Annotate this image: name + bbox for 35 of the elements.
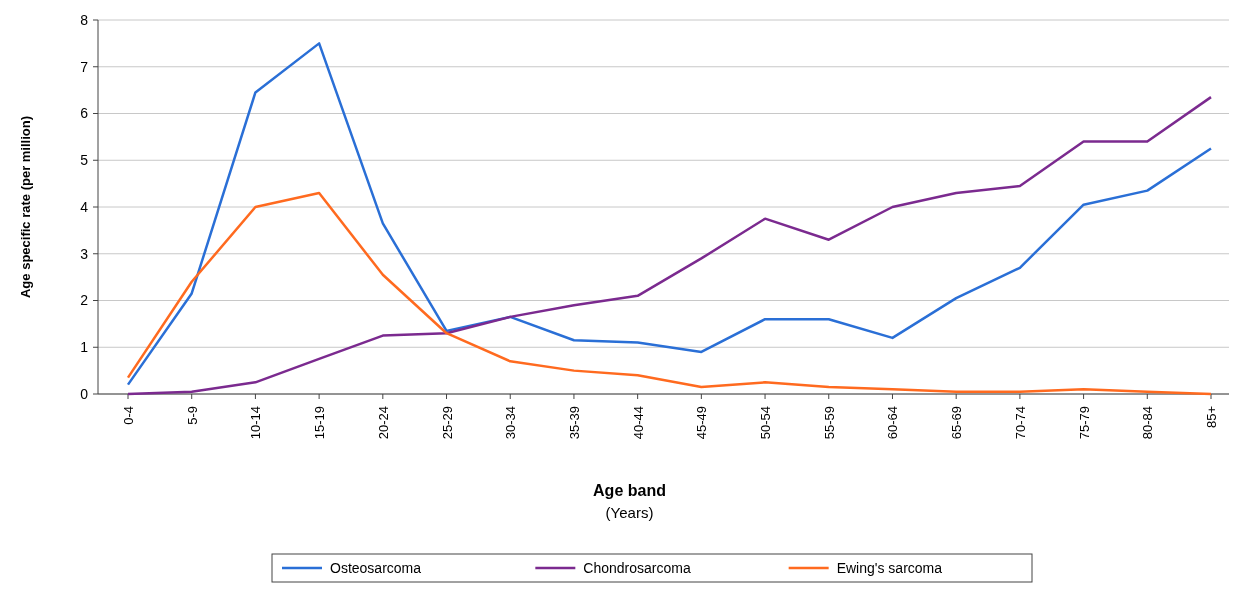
x-tick-label: 0-4 — [121, 406, 136, 425]
y-tick-label: 5 — [80, 152, 89, 169]
x-tick-label: 5-9 — [184, 406, 200, 425]
x-tick-label: 45-49 — [694, 406, 710, 440]
y-tick-label: 4 — [80, 198, 89, 215]
y-tick-label: 8 — [80, 11, 89, 28]
x-tick-label: 25-29 — [439, 406, 455, 440]
x-axis-title: Age band (Years) — [593, 482, 666, 521]
x-tick-label: 65-69 — [949, 406, 965, 440]
y-tick-label: 0 — [80, 385, 89, 402]
y-tick-label: 1 — [80, 339, 89, 356]
legend-label: Chondrosarcoma — [583, 559, 691, 576]
legend-label: Osteosarcoma — [330, 559, 422, 576]
legend-label: Ewing's sarcoma — [836, 559, 943, 576]
y-tick-label: 2 — [80, 292, 89, 309]
x-tick-label: 10-14 — [248, 406, 264, 440]
x-tick-label: 75-79 — [1076, 406, 1092, 440]
y-tick-label: 7 — [80, 58, 89, 75]
x-tick-label: 80-84 — [1140, 406, 1156, 440]
y-tick-label: 6 — [80, 105, 89, 122]
x-tick-label: 70-74 — [1012, 406, 1028, 440]
x-tick-label: 20-24 — [375, 406, 391, 440]
x-tick-label: 40-44 — [630, 406, 646, 440]
x-tick-label: 85+ — [1204, 406, 1219, 429]
line-series — [126, 95, 1213, 396]
x-tick-label: 55-59 — [821, 406, 837, 440]
x-tick-label: 50-54 — [758, 406, 774, 440]
y-tick-label: 3 — [80, 245, 89, 262]
x-tick-label: 35-39 — [566, 406, 582, 440]
x-tick-label: 60-64 — [885, 406, 901, 440]
x-tick-label: 30-34 — [503, 406, 519, 440]
line-series — [126, 191, 1213, 396]
line-series — [126, 42, 1213, 386]
y-axis-title: Age specific rate (per million) — [18, 115, 33, 299]
x-tick-label: 15-19 — [312, 406, 328, 440]
